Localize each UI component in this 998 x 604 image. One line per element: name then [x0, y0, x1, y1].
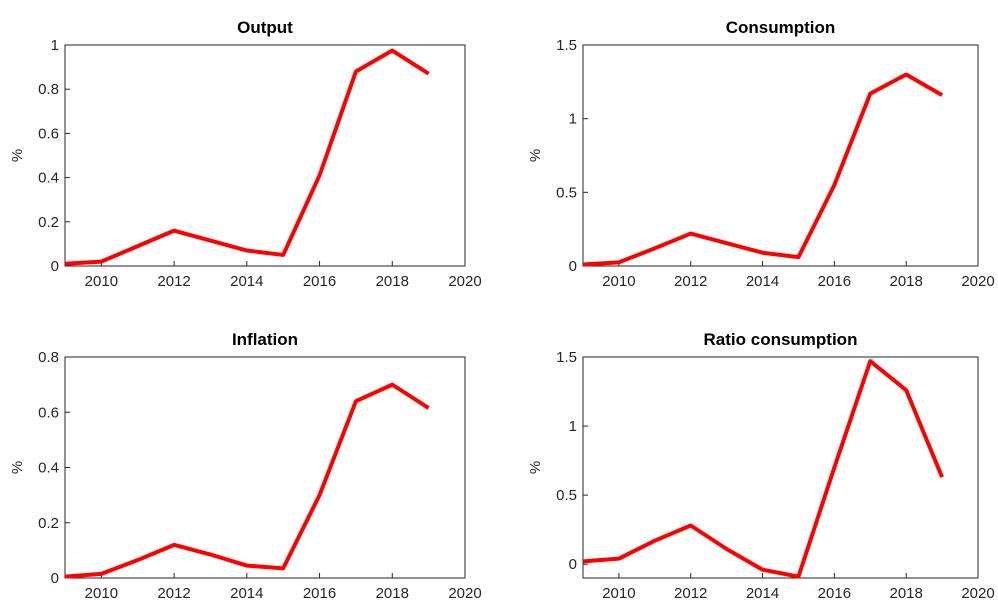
y-tick-label: 0.6	[38, 125, 59, 142]
y-tick-label: 1	[569, 418, 577, 435]
x-tick-label: 2016	[818, 273, 851, 290]
y-tick-label: 1.5	[556, 349, 577, 366]
data-line	[64, 48, 430, 266]
x-tick-label: 2018	[889, 273, 922, 290]
x-tick-label: 2018	[376, 273, 409, 290]
subplot-title: Inflation	[232, 330, 298, 349]
y-tick-label: 0	[51, 570, 59, 587]
x-tick-label: 2020	[961, 585, 994, 602]
axes-box	[64, 356, 466, 579]
x-tick-label: 2016	[818, 585, 851, 602]
data-line	[64, 382, 430, 579]
y-tick-label: 1	[569, 111, 577, 128]
x-tick-label: 2020	[961, 273, 994, 290]
x-tick-label: 2010	[602, 273, 635, 290]
data-line	[582, 72, 944, 267]
y-tick-label: 0.4	[38, 460, 59, 477]
subplot-title: Consumption	[726, 18, 836, 37]
y-tick-label: 0.5	[556, 184, 577, 201]
y-tick-label: 0.8	[38, 349, 59, 366]
y-tick-label: 0.4	[38, 170, 59, 187]
y-axis-label: %	[9, 149, 26, 162]
y-tick-label: 0.8	[38, 81, 59, 98]
x-tick-label: 2014	[230, 273, 263, 290]
y-tick-label: 0	[569, 258, 577, 275]
x-tick-label: 2012	[157, 585, 190, 602]
y-tick-label: 0	[51, 258, 59, 275]
axes-box	[582, 356, 979, 579]
x-tick-label: 2014	[230, 585, 263, 602]
x-tick-label: 2012	[674, 273, 707, 290]
x-tick-label: 2020	[448, 585, 481, 602]
x-tick-label: 2020	[448, 273, 481, 290]
y-axis-label: %	[9, 461, 26, 474]
y-tick-label: 1	[51, 37, 59, 54]
x-tick-label: 2010	[85, 585, 118, 602]
axes-box	[582, 44, 979, 267]
y-tick-label: 0	[569, 556, 577, 573]
y-axis-label: %	[527, 149, 544, 162]
x-tick-label: 2012	[674, 585, 707, 602]
subplot-title: Ratio consumption	[704, 330, 858, 349]
axes-box	[64, 44, 466, 267]
x-tick-label: 2018	[889, 585, 922, 602]
x-tick-label: 2018	[376, 585, 409, 602]
x-tick-label: 2010	[602, 585, 635, 602]
data-line	[582, 359, 944, 579]
x-tick-label: 2014	[746, 585, 779, 602]
x-tick-label: 2016	[303, 273, 336, 290]
x-tick-label: 2014	[746, 273, 779, 290]
x-tick-label: 2012	[157, 273, 190, 290]
y-axis-label: %	[527, 461, 544, 474]
subplot-title: Output	[237, 18, 293, 37]
x-tick-label: 2010	[85, 273, 118, 290]
y-tick-label: 0.2	[38, 214, 59, 231]
x-tick-label: 2016	[303, 585, 336, 602]
y-tick-label: 0.5	[556, 487, 577, 504]
y-tick-label: 0.6	[38, 404, 59, 421]
y-tick-label: 1.5	[556, 37, 577, 54]
y-tick-label: 0.2	[38, 515, 59, 532]
